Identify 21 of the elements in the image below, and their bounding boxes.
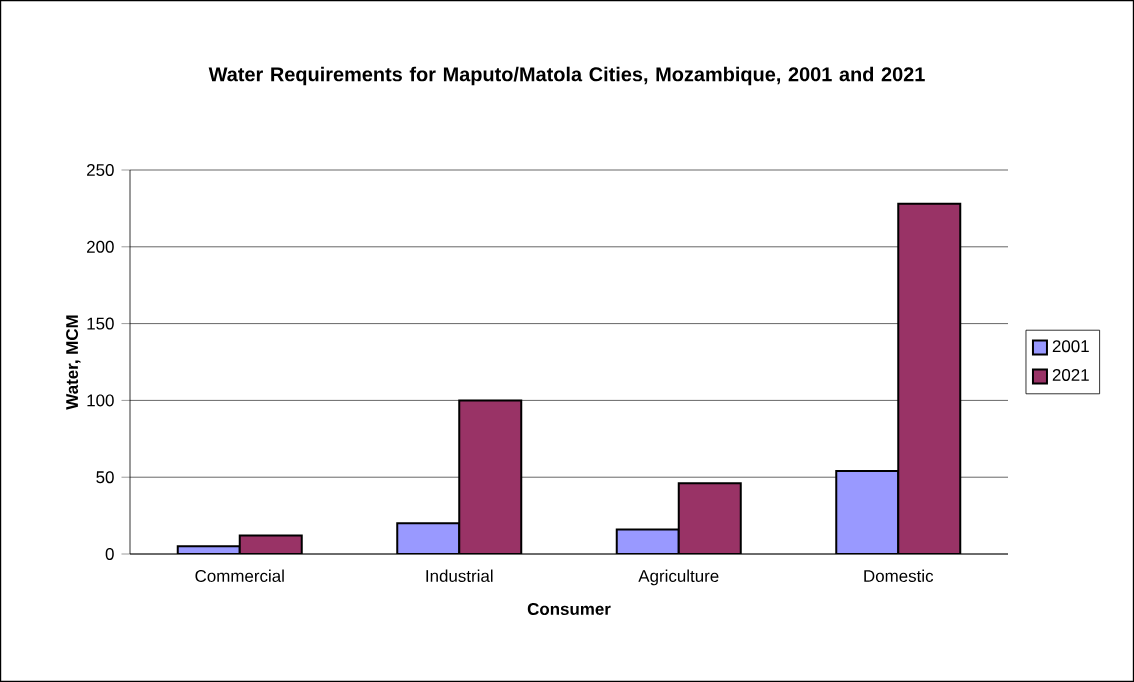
y-tick-label: 150 [87, 317, 114, 330]
y-tick-label: 250 [87, 164, 114, 176]
legend-label: 2021 [1052, 369, 1089, 381]
y-axis-title: Water, MCM [66, 315, 81, 410]
bar [396, 522, 461, 554]
x-tick-label: Industrial [426, 569, 493, 582]
y-tick-label: 100 [87, 394, 114, 407]
bar [835, 470, 900, 554]
chart-title: Water Requirements for Maputo/Matola Cities, Mozambique, 2001 and 2021 [208, 66, 925, 86]
bar [897, 202, 962, 554]
x-tick-label: Commercial [195, 569, 284, 582]
y-tick-label: 50 [96, 471, 114, 484]
bar [677, 482, 742, 554]
bar [458, 399, 523, 554]
y-tick-label: 200 [87, 240, 114, 253]
x-tick-label: Agriculture [638, 569, 719, 586]
legend-label: 2001 [1052, 340, 1089, 353]
x-axis-title: Consumer [527, 603, 611, 615]
x-tick-label: Domestic [864, 569, 934, 582]
y-tick-label: 0 [105, 548, 114, 560]
bar [615, 528, 680, 554]
